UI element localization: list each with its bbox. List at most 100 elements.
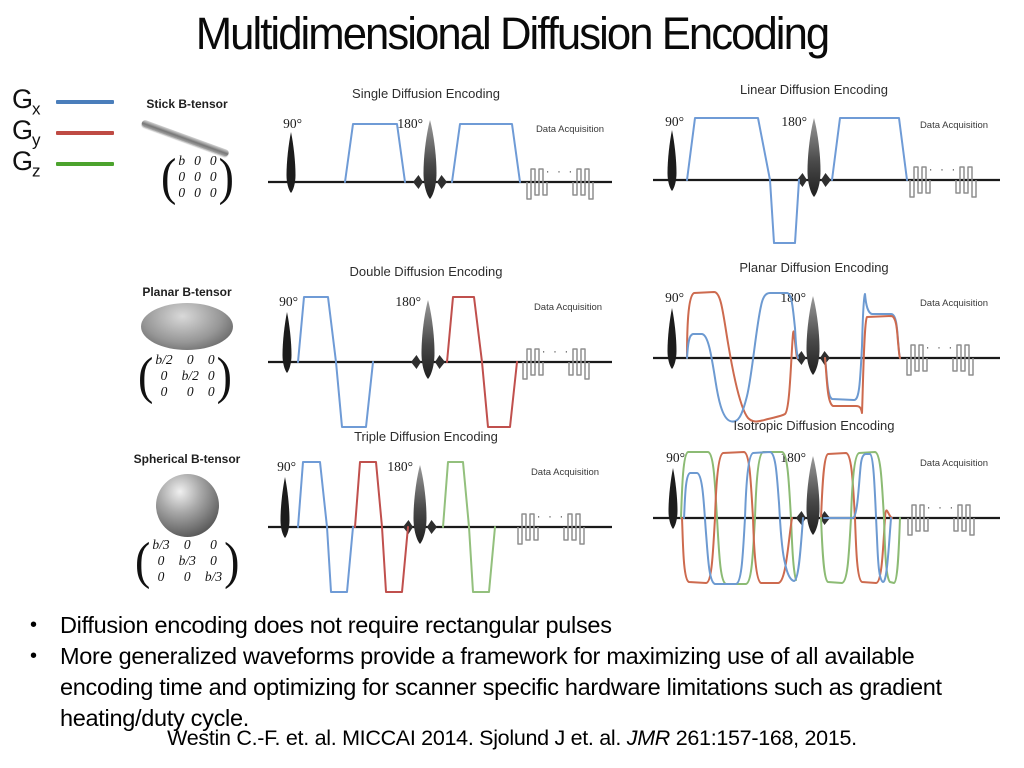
citation-part2: 261:157-168, 2015. bbox=[670, 726, 857, 750]
spherical-tensor-matrix: ( b/3 0 0 0 b/3 0 0 0 b/3 ) bbox=[135, 531, 240, 589]
spherical-tensor-label: Spherical B-tensor bbox=[133, 452, 241, 466]
planar-tensor-image bbox=[141, 303, 233, 350]
epi-readout-icon bbox=[952, 344, 974, 376]
matrix-cell: 0 bbox=[207, 352, 215, 367]
legend-line-gx bbox=[56, 99, 114, 104]
epi-readout-icon bbox=[526, 168, 548, 200]
stick-tensor-label: Stick B-tensor bbox=[146, 97, 228, 111]
rf180-pulse-icon bbox=[806, 296, 820, 375]
matrix-cell: b/2 bbox=[181, 368, 199, 383]
gz-bipolar-waveform bbox=[442, 461, 496, 593]
gx-oscillating-waveform bbox=[823, 453, 892, 584]
legend-g: G bbox=[12, 145, 33, 176]
readout-dots: · · · bbox=[537, 509, 566, 523]
bullet-text: More generalized waveforms provide a fra… bbox=[60, 643, 942, 731]
citation-journal: JMR bbox=[626, 726, 671, 750]
matrix-cell: 0 bbox=[207, 384, 215, 399]
gradient-legend: Gx Gy Gz bbox=[12, 84, 114, 181]
rf180-label: 180° bbox=[780, 450, 806, 465]
rf90-pulse-icon bbox=[667, 130, 677, 191]
rf90-pulse-icon bbox=[282, 312, 292, 373]
paren-right: ) bbox=[216, 346, 232, 404]
readout-dots: · · · bbox=[926, 340, 955, 354]
readout-dots: · · · bbox=[927, 500, 956, 514]
data-acquisition-label: Data Acquisition bbox=[534, 302, 602, 313]
rf90-label: 90° bbox=[666, 450, 685, 465]
rf180-sidelobes-icon bbox=[413, 175, 447, 189]
matrix-cell: 0 bbox=[194, 153, 201, 168]
rf90-label: 90° bbox=[279, 294, 298, 309]
gx-gradient-pulse bbox=[451, 123, 521, 183]
matrix-cell: 0 bbox=[186, 352, 194, 367]
matrix-cell: 0 bbox=[157, 553, 165, 568]
bullet-marker: • bbox=[30, 614, 37, 636]
panel-planar-diffusion-encoding: Planar Diffusion Encoding 90° 180° Data … bbox=[653, 260, 1000, 423]
rf90-pulse-icon bbox=[668, 468, 678, 529]
citation: Westin C.-F. et. al. MICCAI 2014. Sjolun… bbox=[0, 726, 1024, 751]
gy-smooth-waveform bbox=[824, 315, 901, 414]
panel-double-diffusion-encoding: Double Diffusion Encoding 90° 180° Data … bbox=[268, 264, 612, 428]
legend-row-gy: Gy bbox=[12, 115, 114, 150]
matrix-cell: 0 bbox=[178, 169, 186, 184]
stick-tensor-image bbox=[140, 119, 230, 158]
rf180-pulse-icon bbox=[421, 300, 435, 379]
legend-row-gz: Gz bbox=[12, 146, 114, 181]
rf90-pulse-icon bbox=[280, 477, 290, 538]
citation-part1: Westin C.-F. et. al. MICCAI 2014. Sjolun… bbox=[167, 726, 627, 750]
matrix-cell: 0 bbox=[160, 384, 168, 399]
legend-line-gy bbox=[56, 130, 114, 135]
data-acquisition-label: Data Acquisition bbox=[920, 458, 988, 469]
legend-label-gz: Gz bbox=[12, 146, 56, 181]
rf90-label: 90° bbox=[277, 459, 296, 474]
data-acquisition-label: Data Acquisition bbox=[531, 467, 599, 478]
panel-linear-diffusion-encoding: Linear Diffusion Encoding 90° 180° Data … bbox=[653, 82, 1000, 244]
bullet-list: • Diffusion encoding does not require re… bbox=[24, 610, 984, 734]
matrix-cell: 0 bbox=[210, 553, 217, 568]
matrix-cell: 0 bbox=[210, 537, 217, 552]
rf180-sidelobes-icon bbox=[411, 355, 445, 369]
spherical-tensor-image bbox=[156, 474, 219, 537]
epi-readout-icon bbox=[572, 168, 594, 200]
panel-title: Planar Diffusion Encoding bbox=[739, 260, 888, 275]
panel-title: Linear Diffusion Encoding bbox=[740, 82, 888, 97]
matrix-cell: 0 bbox=[207, 368, 215, 383]
matrix-cell: b bbox=[178, 153, 186, 168]
gy-smooth-waveform bbox=[686, 291, 798, 423]
rf180-pulse-icon bbox=[413, 465, 427, 544]
epi-readout-icon bbox=[568, 348, 590, 380]
rf180-label: 180° bbox=[397, 116, 423, 131]
matrix-cell: 0 bbox=[157, 569, 165, 584]
epi-readout-icon bbox=[906, 344, 928, 376]
legend-sub: y bbox=[32, 130, 40, 150]
legend-row-gx: Gx bbox=[12, 84, 114, 119]
paren-left: ( bbox=[135, 531, 151, 589]
matrix-cell: 0 bbox=[183, 537, 191, 552]
epi-readout-icon bbox=[953, 504, 975, 536]
rf180-sidelobes-icon bbox=[796, 351, 830, 365]
rf180-sidelobes-icon bbox=[403, 520, 437, 534]
matrix-grid: b/3 0 0 0 b/3 0 0 0 b/3 bbox=[152, 537, 222, 585]
panel-isotropic-diffusion-encoding: Isotropic Diffusion Encoding 90° 180° Da… bbox=[653, 418, 1000, 585]
legend-line-gz bbox=[56, 161, 114, 166]
epi-readout-icon bbox=[955, 166, 977, 198]
rf90-label: 90° bbox=[665, 114, 684, 129]
gy-bipolar-waveform bbox=[354, 461, 409, 593]
matrix-cell: 0 bbox=[178, 185, 186, 200]
rf180-sidelobes-icon bbox=[797, 173, 831, 187]
rf180-label: 180° bbox=[395, 294, 421, 309]
panel-title: Double Diffusion Encoding bbox=[350, 264, 503, 279]
rf90-label: 90° bbox=[665, 290, 684, 305]
panel-title: Single Diffusion Encoding bbox=[352, 86, 500, 101]
matrix-cell: 0 bbox=[194, 185, 201, 200]
rf90-pulse-icon bbox=[286, 132, 296, 193]
panel-title: Isotropic Diffusion Encoding bbox=[734, 418, 895, 433]
legend-label-gx: Gx bbox=[12, 84, 56, 119]
paren-right: ) bbox=[224, 531, 240, 589]
bullet-item: • Diffusion encoding does not require re… bbox=[24, 610, 984, 641]
gx-gradient-pulse bbox=[831, 117, 908, 181]
